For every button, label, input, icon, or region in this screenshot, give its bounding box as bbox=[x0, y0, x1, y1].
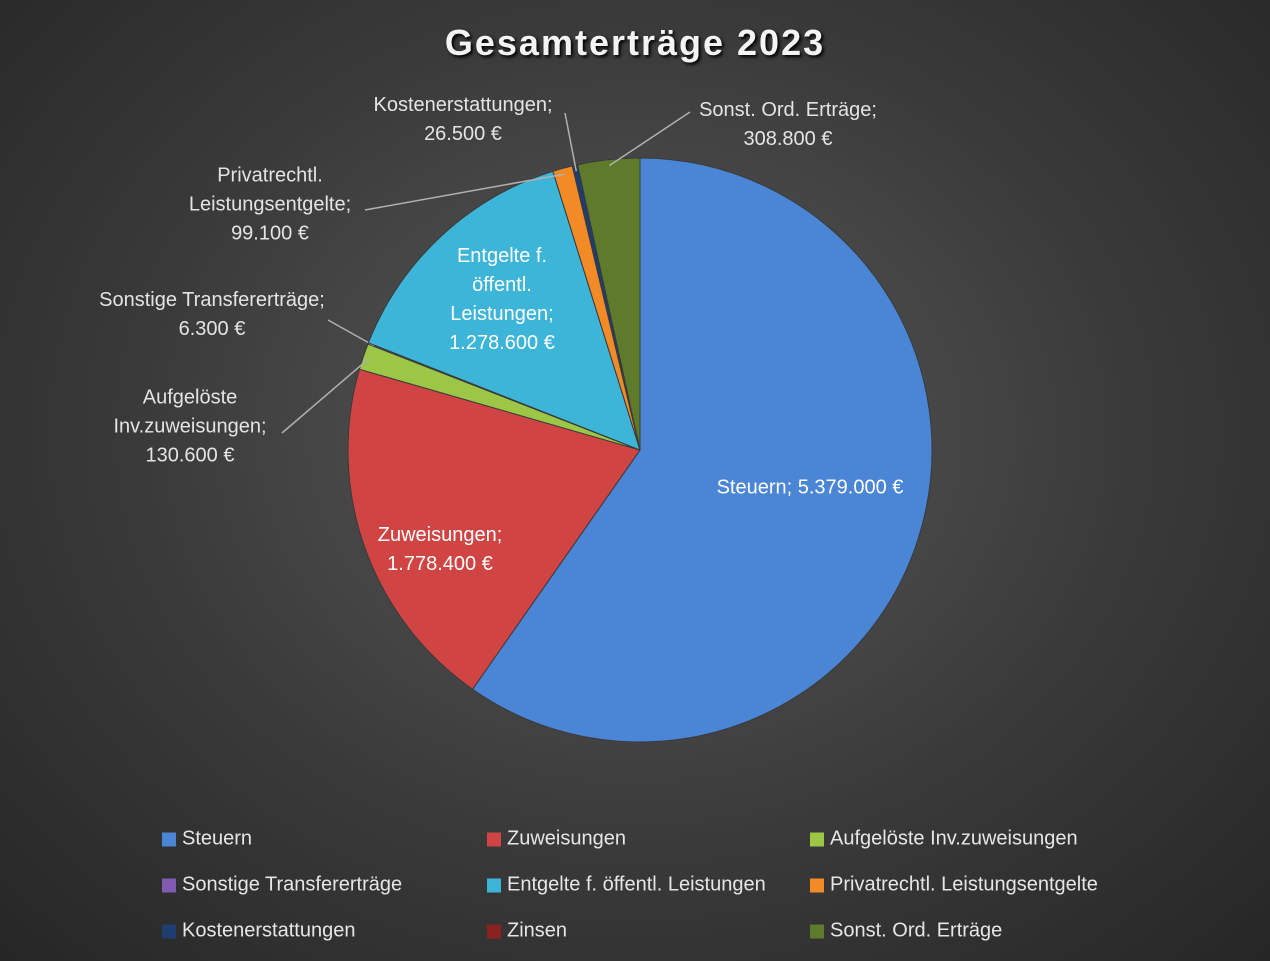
data-label: Steuern; 5.379.000 € bbox=[716, 476, 904, 499]
legend-swatch bbox=[487, 924, 501, 938]
legend-label: Entgelte f. öffentl. Leistungen bbox=[507, 873, 766, 896]
legend-swatch bbox=[810, 878, 824, 892]
pie-slice bbox=[347, 368, 641, 690]
legend-swatch bbox=[810, 924, 824, 938]
legend-label: Aufgelöste Inv.zuweisungen bbox=[830, 827, 1078, 850]
data-label: Entgelte f. öffentl. Leistungen; 1.278.6… bbox=[449, 245, 555, 354]
legend-item: Sonstige Transfererträge bbox=[162, 874, 402, 897]
data-label: Zuweisungen; 1.778.400 € bbox=[377, 524, 503, 575]
data-label: Sonstige Transfererträge; 6.300 € bbox=[99, 289, 325, 340]
legend-swatch bbox=[810, 832, 824, 846]
legend-swatch bbox=[162, 832, 176, 846]
legend-swatch bbox=[162, 878, 176, 892]
legend-item: Entgelte f. öffentl. Leistungen bbox=[487, 874, 766, 897]
legend-item: Aufgelöste Inv.zuweisungen bbox=[810, 828, 1078, 851]
leader-line bbox=[281, 357, 370, 434]
data-label: Sonst. Ord. Erträge; 308.800 € bbox=[699, 99, 877, 150]
legend-label: Zuweisungen bbox=[507, 827, 626, 850]
legend-item: Privatrechtl. Leistungsentgelte bbox=[810, 874, 1098, 897]
legend-swatch bbox=[162, 924, 176, 938]
legend-item: Sonst. Ord. Erträge bbox=[810, 920, 1002, 943]
leader-line bbox=[564, 112, 578, 172]
legend-item: Steuern bbox=[162, 828, 252, 851]
legend-label: Sonstige Transfererträge bbox=[182, 873, 403, 896]
leader-line bbox=[327, 319, 375, 347]
data-label: Kostenerstattungen; 26.500 € bbox=[373, 94, 553, 145]
chart-title: Gesamterträge 2023 bbox=[444, 22, 826, 63]
legend-item: Zuweisungen bbox=[487, 828, 626, 851]
legend-label: Steuern bbox=[182, 827, 253, 850]
legend-swatch bbox=[487, 878, 501, 892]
legend-label: Kostenerstattungen bbox=[182, 919, 356, 942]
legend-swatch bbox=[487, 832, 501, 846]
pie-slice bbox=[471, 157, 933, 743]
legend-label: Sonst. Ord. Erträge bbox=[830, 919, 1003, 942]
data-label: Aufgelöste Inv.zuweisungen; 130.600 € bbox=[113, 386, 267, 467]
legend-label: Privatrechtl. Leistungsentgelte bbox=[830, 873, 1098, 896]
legend-label: Zinsen bbox=[507, 919, 568, 942]
legend-item: Zinsen bbox=[487, 920, 567, 943]
legend-item: Kostenerstattungen bbox=[162, 920, 355, 943]
leader-line bbox=[608, 111, 691, 167]
pie-slice bbox=[576, 157, 641, 451]
leader-line bbox=[364, 173, 565, 211]
data-label: Privatrechtl. Leistungsentgelte; 99.100 … bbox=[188, 164, 352, 245]
